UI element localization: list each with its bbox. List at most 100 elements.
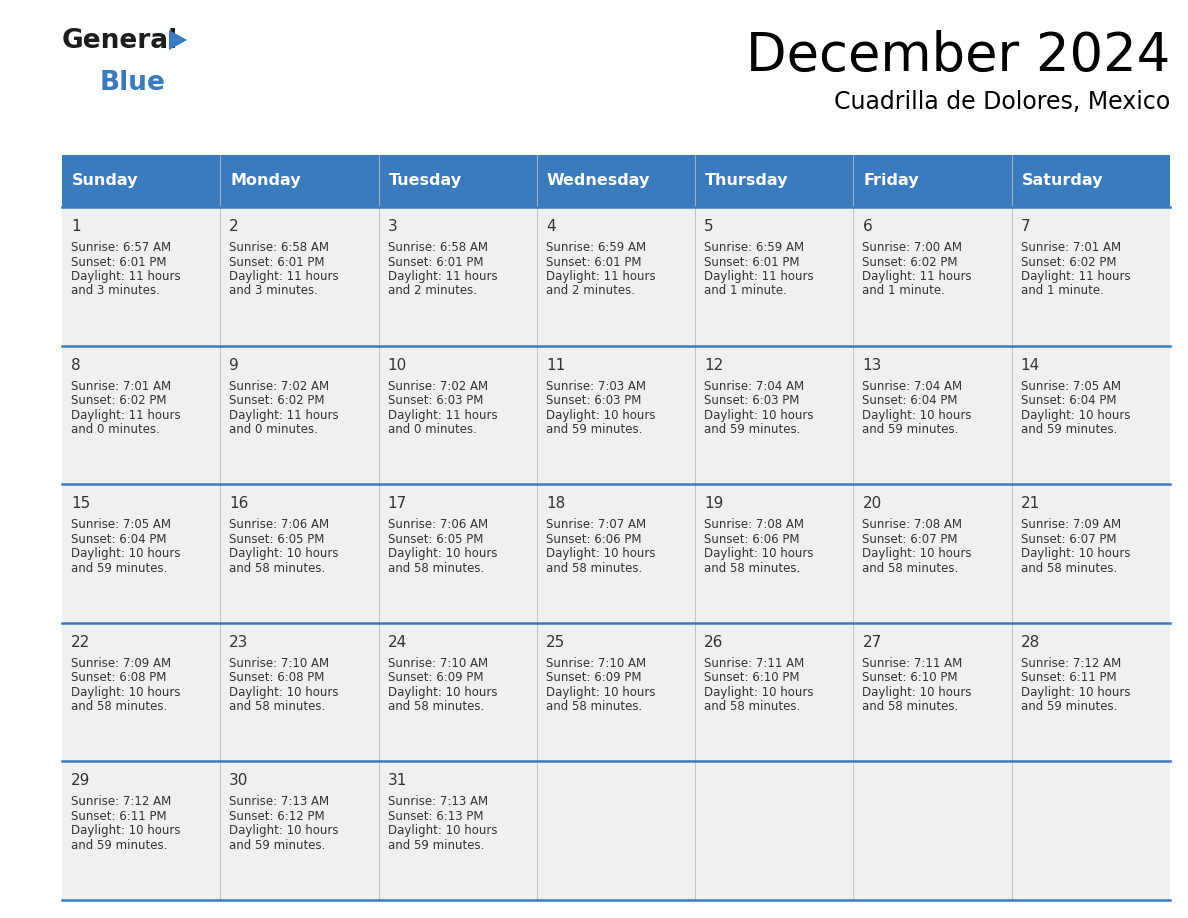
Text: Daylight: 11 hours: Daylight: 11 hours [71, 270, 181, 283]
Text: and 1 minute.: and 1 minute. [704, 285, 786, 297]
Text: Daylight: 11 hours: Daylight: 11 hours [229, 409, 339, 421]
Text: 10: 10 [387, 358, 406, 373]
Text: Sunrise: 7:07 AM: Sunrise: 7:07 AM [545, 518, 646, 532]
Text: 23: 23 [229, 635, 248, 650]
Text: Sunset: 6:13 PM: Sunset: 6:13 PM [387, 810, 484, 823]
Text: Sunrise: 7:01 AM: Sunrise: 7:01 AM [1020, 241, 1120, 254]
Bar [853, 207, 1012, 345]
Text: 5: 5 [704, 219, 714, 234]
Text: Sunset: 6:06 PM: Sunset: 6:06 PM [704, 532, 800, 545]
Bar [695, 207, 853, 345]
Bar [379, 622, 537, 761]
Text: Sunset: 6:01 PM: Sunset: 6:01 PM [545, 255, 642, 268]
Text: Sunrise: 6:58 AM: Sunrise: 6:58 AM [229, 241, 329, 254]
Text: and 58 minutes.: and 58 minutes. [229, 562, 326, 575]
Text: Daylight: 10 hours: Daylight: 10 hours [862, 409, 972, 421]
Polygon shape [169, 30, 187, 50]
Text: 25: 25 [545, 635, 565, 650]
Text: Daylight: 10 hours: Daylight: 10 hours [704, 686, 814, 699]
Text: Sunset: 6:01 PM: Sunset: 6:01 PM [71, 255, 166, 268]
Bar [695, 622, 853, 761]
Text: 4: 4 [545, 219, 556, 234]
Text: Sunset: 6:02 PM: Sunset: 6:02 PM [862, 255, 958, 268]
Text: Blue: Blue [100, 70, 166, 96]
Text: Sunset: 6:01 PM: Sunset: 6:01 PM [387, 255, 484, 268]
Text: General: General [62, 28, 178, 54]
Text: 20: 20 [862, 497, 881, 511]
Text: 31: 31 [387, 773, 407, 789]
Bar [62, 207, 220, 345]
Bar [853, 484, 1012, 622]
Bar [379, 345, 537, 484]
Text: Sunrise: 6:59 AM: Sunrise: 6:59 AM [545, 241, 646, 254]
Text: 1: 1 [71, 219, 81, 234]
Text: Daylight: 11 hours: Daylight: 11 hours [387, 270, 498, 283]
Text: Friday: Friday [864, 174, 920, 188]
Text: Cuadrilla de Dolores, Mexico: Cuadrilla de Dolores, Mexico [834, 90, 1170, 114]
Text: Sunrise: 7:06 AM: Sunrise: 7:06 AM [387, 518, 488, 532]
Text: Sunrise: 7:02 AM: Sunrise: 7:02 AM [229, 380, 329, 393]
Text: Sunrise: 7:08 AM: Sunrise: 7:08 AM [704, 518, 804, 532]
Text: Sunrise: 7:09 AM: Sunrise: 7:09 AM [71, 656, 171, 670]
Text: Daylight: 10 hours: Daylight: 10 hours [71, 547, 181, 560]
Bar [1012, 484, 1170, 622]
Text: 17: 17 [387, 497, 406, 511]
Bar [220, 345, 379, 484]
Text: Sunrise: 7:02 AM: Sunrise: 7:02 AM [387, 380, 488, 393]
Bar [62, 484, 220, 622]
Text: Sunrise: 7:00 AM: Sunrise: 7:00 AM [862, 241, 962, 254]
Bar [62, 155, 220, 207]
Bar [695, 761, 853, 900]
Text: 22: 22 [71, 635, 90, 650]
Text: and 58 minutes.: and 58 minutes. [229, 700, 326, 713]
Text: and 2 minutes.: and 2 minutes. [545, 285, 634, 297]
Text: Sunset: 6:03 PM: Sunset: 6:03 PM [704, 394, 800, 407]
Text: Sunrise: 7:06 AM: Sunrise: 7:06 AM [229, 518, 329, 532]
Text: Daylight: 10 hours: Daylight: 10 hours [704, 547, 814, 560]
Bar [379, 761, 537, 900]
Text: Sunrise: 7:05 AM: Sunrise: 7:05 AM [71, 518, 171, 532]
Text: Sunrise: 7:10 AM: Sunrise: 7:10 AM [545, 656, 646, 670]
Text: Sunset: 6:02 PM: Sunset: 6:02 PM [1020, 255, 1117, 268]
Bar [379, 155, 537, 207]
Text: 28: 28 [1020, 635, 1040, 650]
Text: 19: 19 [704, 497, 723, 511]
Text: Sunset: 6:07 PM: Sunset: 6:07 PM [1020, 532, 1117, 545]
Bar [853, 622, 1012, 761]
Bar [537, 622, 695, 761]
Bar [853, 761, 1012, 900]
Text: Daylight: 10 hours: Daylight: 10 hours [862, 547, 972, 560]
Bar [537, 155, 695, 207]
Text: Sunset: 6:07 PM: Sunset: 6:07 PM [862, 532, 958, 545]
Text: 29: 29 [71, 773, 90, 789]
Text: Sunset: 6:10 PM: Sunset: 6:10 PM [862, 671, 958, 684]
Text: Sunset: 6:08 PM: Sunset: 6:08 PM [71, 671, 166, 684]
Text: Sunrise: 6:57 AM: Sunrise: 6:57 AM [71, 241, 171, 254]
Text: 2: 2 [229, 219, 239, 234]
Text: Daylight: 11 hours: Daylight: 11 hours [387, 409, 498, 421]
Text: Daylight: 10 hours: Daylight: 10 hours [1020, 686, 1130, 699]
Text: Sunrise: 6:58 AM: Sunrise: 6:58 AM [387, 241, 487, 254]
Text: 3: 3 [387, 219, 397, 234]
Text: Saturday: Saturday [1022, 174, 1104, 188]
Text: Wednesday: Wednesday [546, 174, 650, 188]
Text: and 58 minutes.: and 58 minutes. [1020, 562, 1117, 575]
Text: and 59 minutes.: and 59 minutes. [71, 839, 168, 852]
Text: Daylight: 10 hours: Daylight: 10 hours [229, 686, 339, 699]
Text: Sunrise: 7:11 AM: Sunrise: 7:11 AM [862, 656, 962, 670]
Text: Sunday: Sunday [72, 174, 139, 188]
Text: Sunrise: 7:05 AM: Sunrise: 7:05 AM [1020, 380, 1120, 393]
Text: Daylight: 10 hours: Daylight: 10 hours [1020, 547, 1130, 560]
Text: Sunset: 6:09 PM: Sunset: 6:09 PM [387, 671, 484, 684]
Text: and 59 minutes.: and 59 minutes. [387, 839, 484, 852]
Text: 7: 7 [1020, 219, 1030, 234]
Text: Daylight: 11 hours: Daylight: 11 hours [229, 270, 339, 283]
Text: Daylight: 10 hours: Daylight: 10 hours [862, 686, 972, 699]
Text: Sunset: 6:09 PM: Sunset: 6:09 PM [545, 671, 642, 684]
Text: and 59 minutes.: and 59 minutes. [71, 562, 168, 575]
Text: and 59 minutes.: and 59 minutes. [1020, 423, 1117, 436]
Text: 15: 15 [71, 497, 90, 511]
Bar [695, 484, 853, 622]
Text: Monday: Monday [230, 174, 301, 188]
Text: Sunset: 6:02 PM: Sunset: 6:02 PM [229, 394, 324, 407]
